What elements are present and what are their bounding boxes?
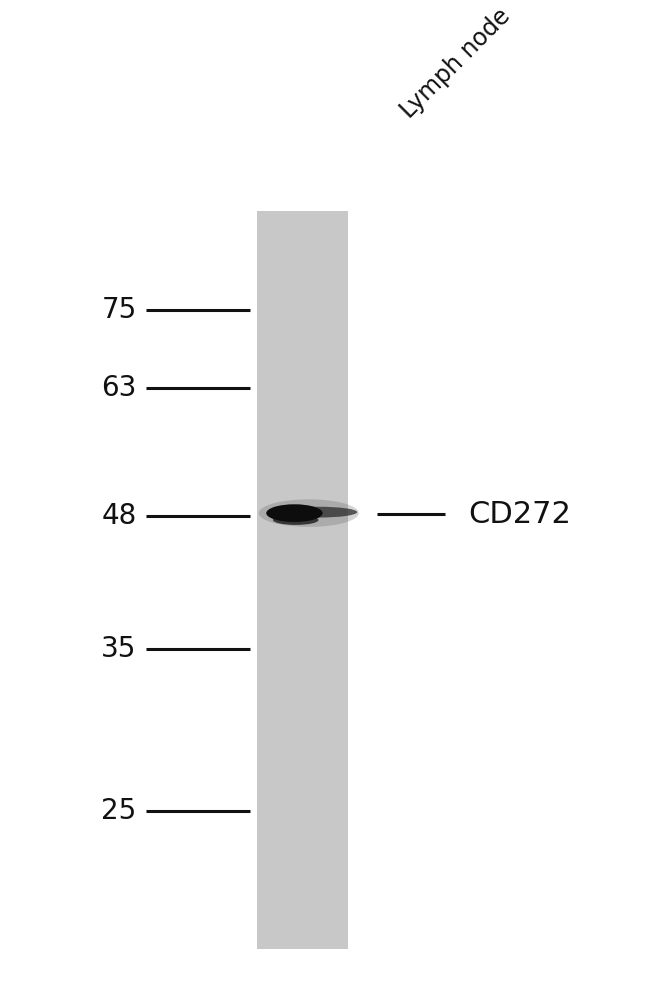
Ellipse shape	[266, 504, 322, 522]
Ellipse shape	[280, 507, 358, 517]
Text: CD272: CD272	[468, 499, 571, 529]
Bar	[257, 211, 348, 949]
Text: 35: 35	[101, 635, 136, 663]
Text: 75: 75	[101, 296, 136, 323]
Text: 63: 63	[101, 375, 136, 402]
Text: 48: 48	[101, 502, 136, 530]
Text: Lymph node: Lymph node	[396, 4, 515, 123]
Ellipse shape	[273, 515, 318, 525]
Text: 25: 25	[101, 797, 136, 825]
Ellipse shape	[259, 499, 359, 527]
